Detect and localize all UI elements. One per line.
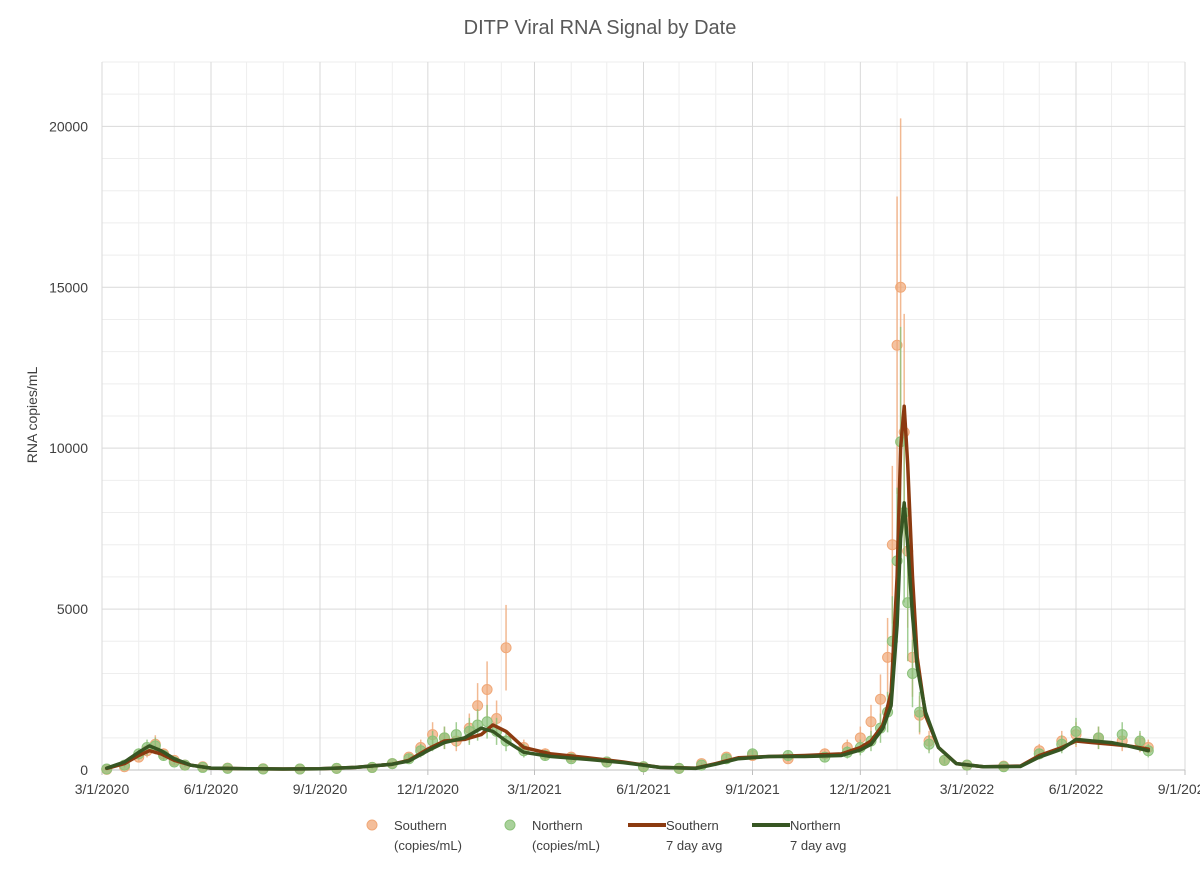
x-tick-label: 12/1/2020 bbox=[397, 781, 459, 797]
legend-label: Southern bbox=[666, 818, 719, 833]
data-point bbox=[1116, 729, 1128, 741]
x-tick-label: 9/1/2020 bbox=[293, 781, 348, 797]
legend-marker bbox=[366, 819, 378, 831]
x-tick-label: 6/1/2021 bbox=[616, 781, 671, 797]
data-point bbox=[865, 716, 877, 728]
y-axis-title: RNA copies/mL bbox=[24, 367, 40, 464]
y-tick-label: 5000 bbox=[57, 601, 88, 617]
data-point bbox=[874, 693, 886, 705]
x-tick-label: 9/1/2022 bbox=[1158, 781, 1200, 797]
legend-label: 7 day avg bbox=[666, 838, 722, 853]
data-point bbox=[500, 642, 512, 654]
y-tick-label: 0 bbox=[80, 762, 88, 778]
major-gridlines bbox=[101, 62, 1186, 770]
x-axis-ticks: 3/1/2020 6/1/2020 9/1/2020 12/1/2020 3/1/202… bbox=[75, 770, 1200, 797]
legend-label: (copies/mL) bbox=[394, 838, 462, 853]
legend: Southern(copies/mL)Northern(copies/mL)So… bbox=[366, 818, 846, 853]
x-tick-label: 3/1/2022 bbox=[940, 781, 995, 797]
legend-item: Southern 7 day avg bbox=[628, 818, 722, 853]
data-point bbox=[923, 738, 935, 750]
x-tick-label: 3/1/2020 bbox=[75, 781, 130, 797]
x-tick-label: 6/1/2020 bbox=[184, 781, 239, 797]
y-tick-label: 15000 bbox=[49, 279, 88, 295]
legend-item: Southern (copies/mL) bbox=[366, 818, 462, 853]
data-point bbox=[895, 281, 907, 293]
y-tick-label: 20000 bbox=[49, 118, 88, 134]
legend-label: Northern bbox=[790, 818, 841, 833]
data-point bbox=[938, 754, 950, 766]
data-point bbox=[886, 539, 898, 551]
legend-item: Northern 7 day avg bbox=[752, 818, 846, 853]
legend-label: Northern bbox=[532, 818, 583, 833]
legend-label: 7 day avg bbox=[790, 838, 846, 853]
data-point bbox=[481, 684, 493, 696]
plot-series bbox=[101, 118, 1154, 775]
x-tick-label: 12/1/2021 bbox=[829, 781, 891, 797]
x-tick-label: 3/1/2021 bbox=[507, 781, 562, 797]
data-point bbox=[891, 339, 903, 351]
x-tick-label: 9/1/2021 bbox=[725, 781, 780, 797]
chart-title: DITP Viral RNA Signal by Date bbox=[464, 17, 737, 39]
data-point bbox=[1134, 735, 1146, 747]
legend-item: Northern (copies/mL) bbox=[504, 818, 600, 853]
data-point bbox=[472, 700, 484, 712]
y-axis-ticks: 0 5000 10000 15000 20000 bbox=[49, 118, 88, 778]
legend-label: (copies/mL) bbox=[532, 838, 600, 853]
series-northern-avg-line bbox=[104, 501, 1151, 771]
data-point bbox=[1070, 725, 1082, 737]
data-point bbox=[481, 716, 493, 728]
legend-marker bbox=[504, 819, 516, 831]
x-tick-label: 6/1/2022 bbox=[1049, 781, 1104, 797]
y-tick-label: 10000 bbox=[49, 440, 88, 456]
legend-label: Southern bbox=[394, 818, 447, 833]
